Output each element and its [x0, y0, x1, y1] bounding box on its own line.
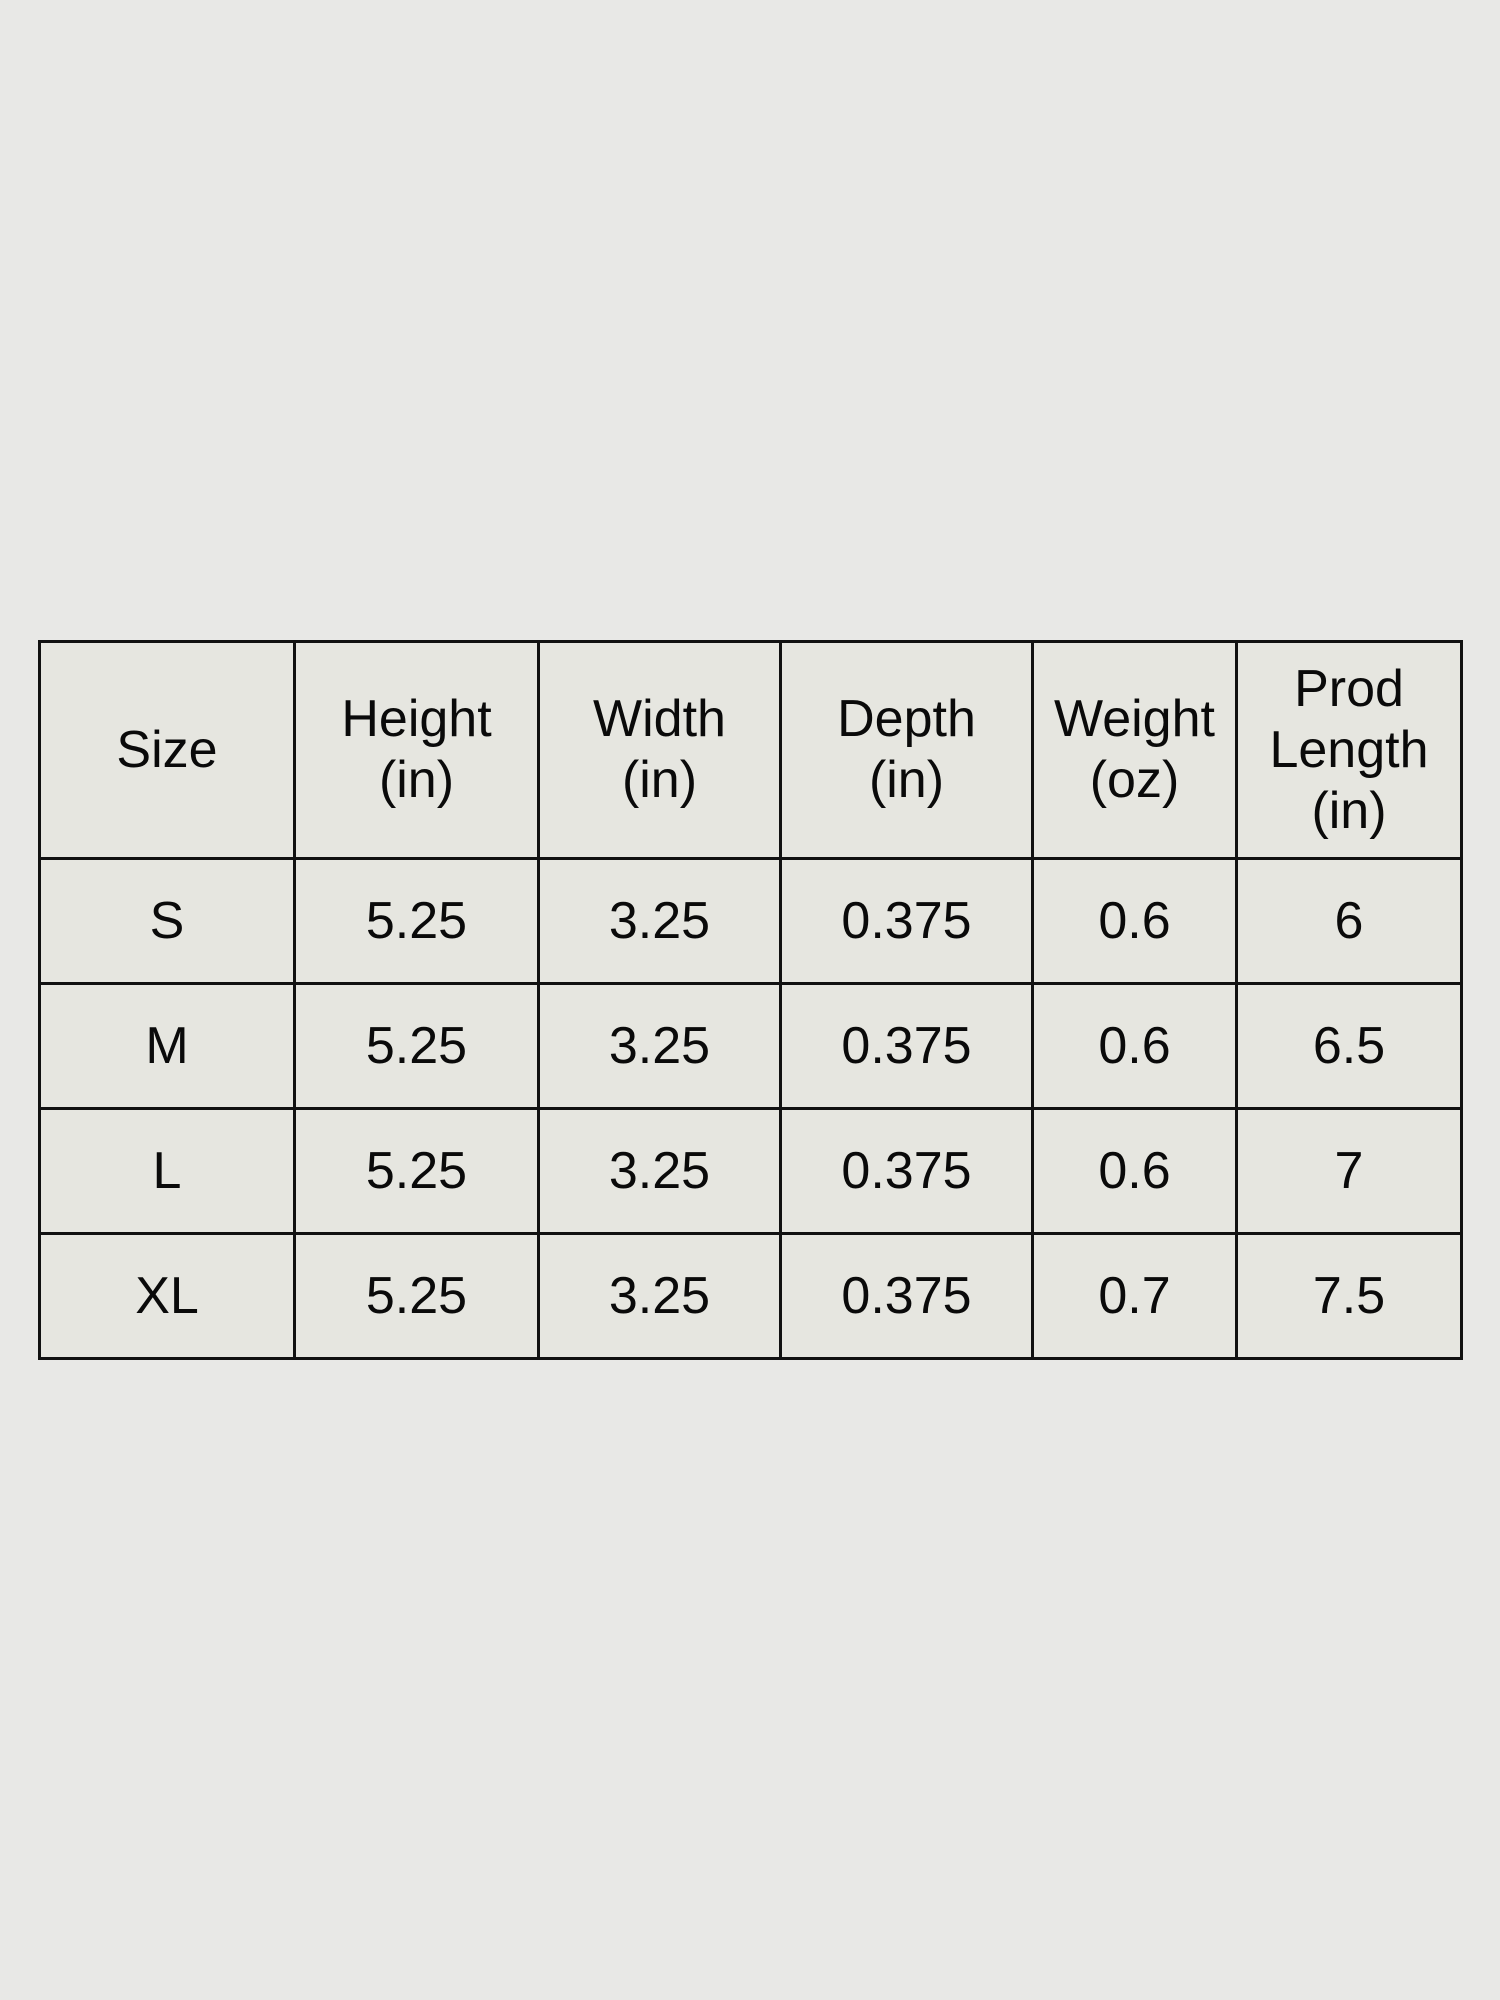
value-cell: 0.7 [1031, 1232, 1238, 1360]
column-header-line: Length [1269, 720, 1429, 779]
column-header: Size [38, 640, 296, 860]
size-cell: XL [38, 1232, 296, 1360]
column-header-line: Height [341, 690, 492, 748]
column-header: Weight (oz) [1031, 640, 1238, 860]
header-row: Size Height (in) Width (in) Depth (in) Weight (o… [38, 640, 1463, 860]
column-header: Width (in) [537, 640, 782, 860]
value-cell: 5.25 [293, 1232, 540, 1360]
column-header-line: (in) [1311, 781, 1387, 840]
value-cell: 0.375 [779, 982, 1034, 1110]
value-cell: 3.25 [537, 982, 782, 1110]
value-cell: 3.25 [537, 1232, 782, 1360]
value-cell: 5.25 [293, 1107, 540, 1235]
value-cell: 0.6 [1031, 857, 1238, 985]
value-cell: 0.375 [779, 1232, 1034, 1360]
column-header-line: Width [593, 690, 726, 748]
column-header: Prod Length (in) [1235, 640, 1463, 860]
size-cell: S [38, 857, 296, 985]
value-cell: 6.5 [1235, 982, 1463, 1110]
value-cell: 7.5 [1235, 1232, 1463, 1360]
size-chart-table: Size Height (in) Width (in) Depth (in) Weight (o… [38, 640, 1463, 1360]
column-header-line: (oz) [1089, 751, 1180, 809]
column-header-line: (in) [378, 751, 455, 809]
column-header-line: (in) [868, 751, 945, 809]
column-header-line: Weight [1054, 690, 1215, 748]
column-header-line: Size [116, 720, 218, 779]
column-header-line: Depth [837, 690, 976, 748]
table-row: L 5.25 3.25 0.375 0.6 7 [38, 1107, 1463, 1235]
table-row: XL 5.25 3.25 0.375 0.7 7.5 [38, 1232, 1463, 1360]
value-cell: 0.6 [1031, 982, 1238, 1110]
value-cell: 7 [1235, 1107, 1463, 1235]
column-header-line: Prod [1294, 659, 1404, 718]
value-cell: 0.375 [779, 857, 1034, 985]
value-cell: 5.25 [293, 857, 540, 985]
table-row: S 5.25 3.25 0.375 0.6 6 [38, 857, 1463, 985]
table-row: M 5.25 3.25 0.375 0.6 6.5 [38, 982, 1463, 1110]
value-cell: 3.25 [537, 857, 782, 985]
value-cell: 6 [1235, 857, 1463, 985]
column-header: Depth (in) [779, 640, 1034, 860]
size-cell: L [38, 1107, 296, 1235]
column-header-line: (in) [621, 751, 698, 809]
size-cell: M [38, 982, 296, 1110]
column-header: Height (in) [293, 640, 540, 860]
value-cell: 5.25 [293, 982, 540, 1110]
value-cell: 3.25 [537, 1107, 782, 1235]
value-cell: 0.375 [779, 1107, 1034, 1235]
value-cell: 0.6 [1031, 1107, 1238, 1235]
